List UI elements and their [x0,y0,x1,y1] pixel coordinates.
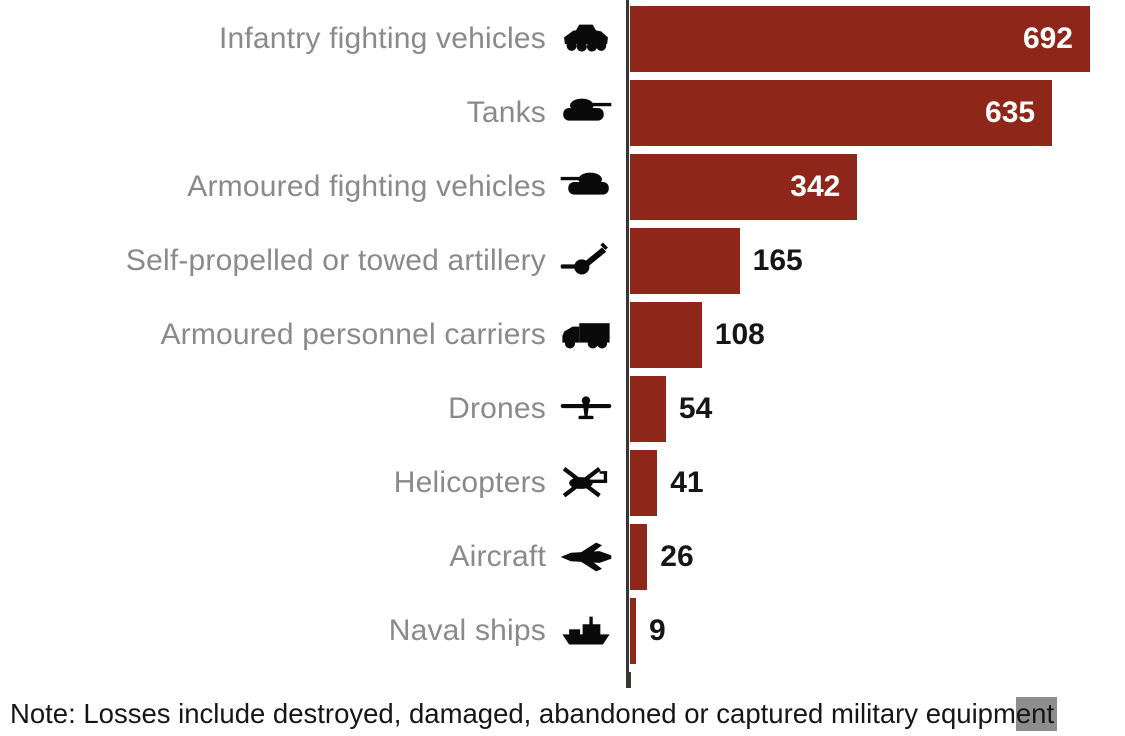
chart-row: Naval ships 9 [0,598,1125,664]
category-label: Infantry fighting vehicles [218,22,546,55]
chart-row: Armoured personnel carriers 108 [0,302,1125,368]
bar [630,598,636,664]
axis-line-foot [626,672,631,688]
bar-value: 108 [714,318,765,351]
apc-truck-icon [558,313,614,357]
chart-row: Drones 54 [0,376,1125,442]
category-label: Helicopters [393,466,546,499]
category-label: Armoured fighting vehicles [187,170,546,203]
chart-row: Aircraft 26 [0,524,1125,590]
chart-row: Helicopters 41 [0,450,1125,516]
category-label: Armoured personnel carriers [160,318,546,351]
bar [630,376,666,442]
drone-icon [558,387,614,431]
category-cell: Self-propelled or towed artillery [0,239,614,283]
category-cell: Armoured personnel carriers [0,313,614,357]
ifv-icon [558,17,614,61]
axis-line [626,0,629,672]
naval-ship-icon [558,609,614,653]
bar-cell: 342 [630,154,1090,220]
category-label: Drones [448,392,546,425]
bar [630,524,648,590]
bar [630,228,740,294]
category-cell: Tanks [0,91,614,135]
equipment-losses-bar-chart: Infantry fighting vehicles 692 Tanks [0,0,1125,688]
category-label: Tanks [466,96,546,129]
bar-value: 635 [985,96,1036,129]
category-cell: Infantry fighting vehicles [0,17,614,61]
bar-cell: 26 [630,524,1090,590]
category-cell: Armoured fighting vehicles [0,165,614,209]
chart-row: Infantry fighting vehicles 692 [0,6,1125,72]
bar-cell: 165 [630,228,1090,294]
bar-cell: 692 [630,6,1090,72]
fighter-jet-icon [558,535,614,579]
afv-icon [558,165,614,209]
bar [630,450,658,516]
footnote: Note: Losses include destroyed, damaged,… [10,697,1058,731]
category-cell: Naval ships [0,609,614,653]
category-cell: Drones [0,387,614,431]
footnote-text: Note: Losses include destroyed, damaged,… [10,698,1016,729]
bar-value: 165 [752,244,803,277]
tank-icon [558,91,614,135]
category-label: Self-propelled or towed artillery [125,244,546,277]
bar-cell: 108 [630,302,1090,368]
artillery-icon [558,239,614,283]
category-label: Aircraft [449,540,546,573]
bar-value: 41 [670,466,704,499]
category-label: Naval ships [388,614,546,647]
bar-cell: 9 [630,598,1090,664]
helicopter-icon [558,461,614,505]
bar: 692 [630,6,1090,72]
bar-value: 26 [660,540,694,573]
bar [630,302,702,368]
bar-cell: 41 [630,450,1090,516]
bar-value: 342 [790,170,841,203]
bar: 635 [630,80,1053,146]
chart-row: Tanks 635 [0,80,1125,146]
bar-value: 54 [678,392,713,425]
bar: 342 [630,154,858,220]
bar-value: 692 [1022,22,1073,55]
category-cell: Helicopters [0,461,614,505]
chart-row: Armoured fighting vehicles 342 [0,154,1125,220]
bar-value: 9 [648,614,666,647]
footnote-highlight: ent [1015,697,1058,731]
bar-cell: 635 [630,80,1090,146]
chart-row: Self-propelled or towed artillery 165 [0,228,1125,294]
bar-cell: 54 [630,376,1090,442]
category-cell: Aircraft [0,535,614,579]
